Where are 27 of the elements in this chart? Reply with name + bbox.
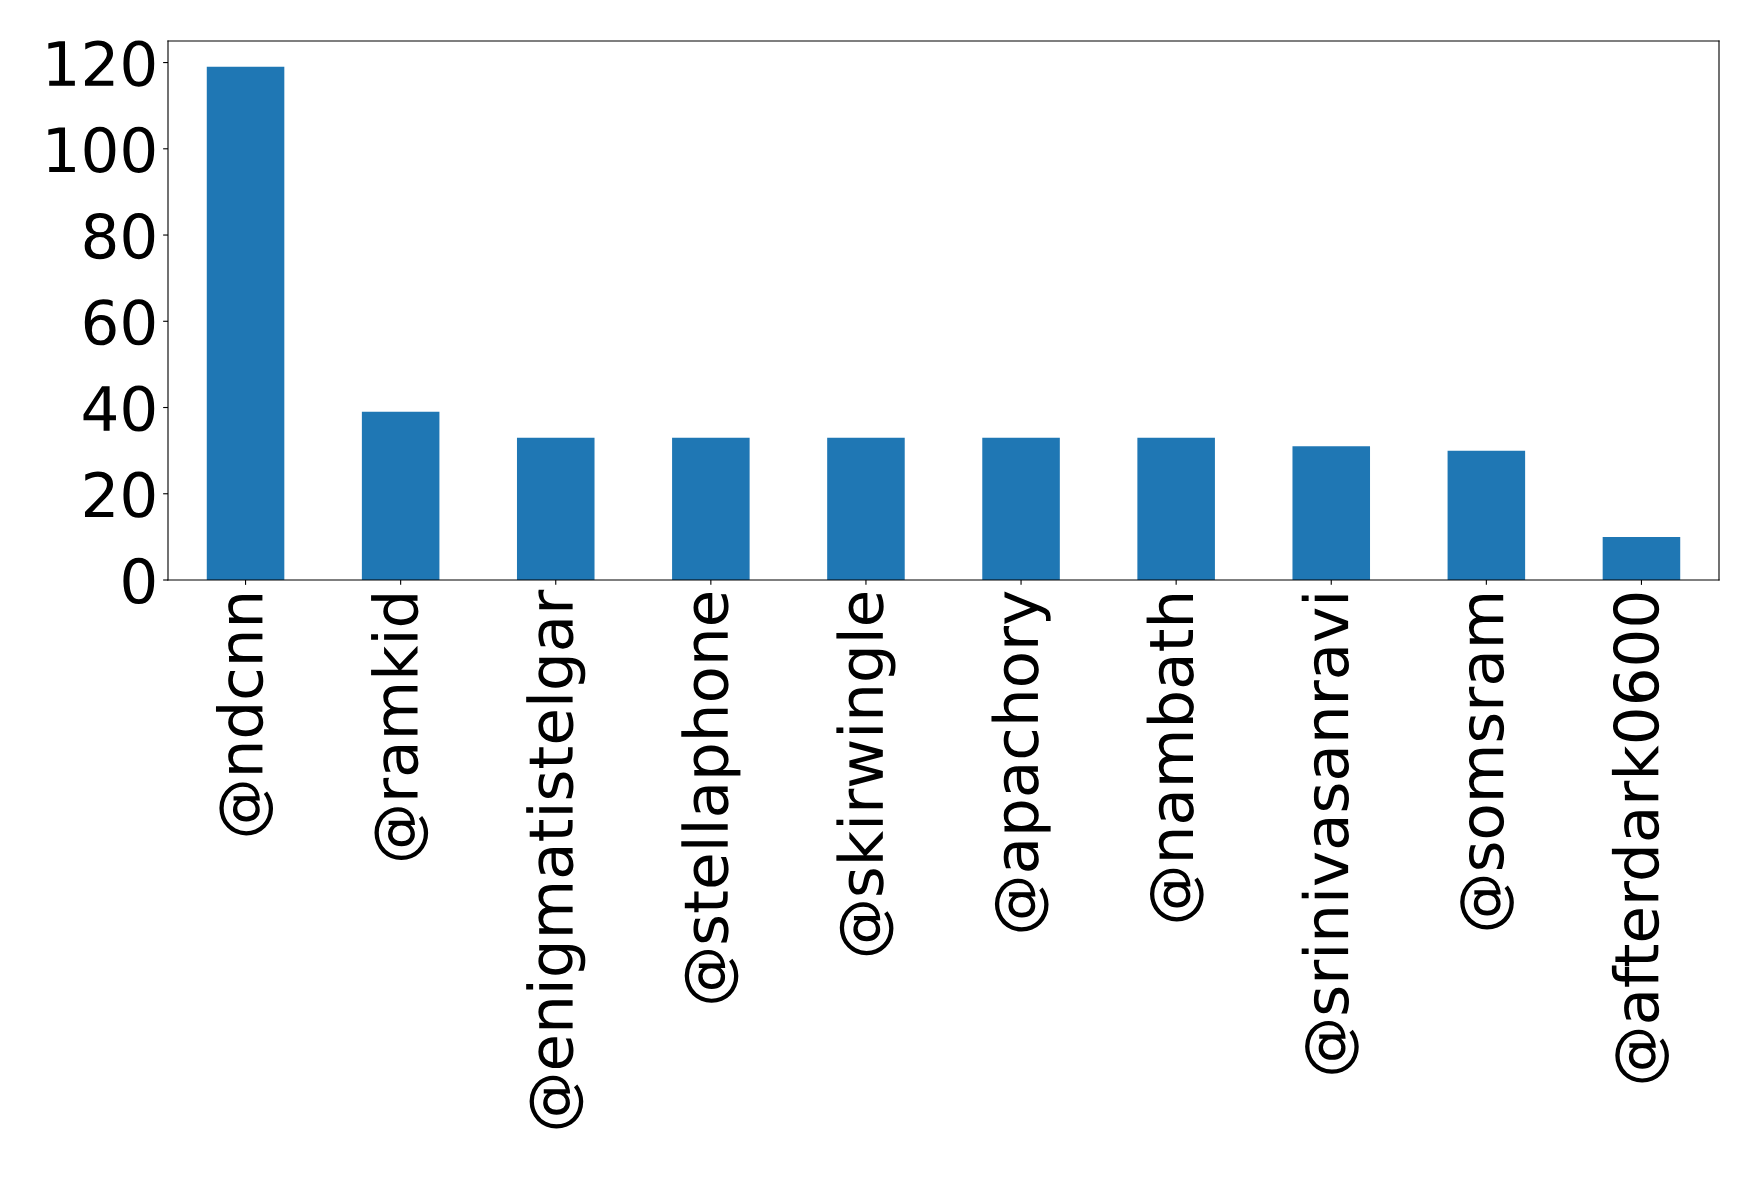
bar	[361, 411, 440, 580]
bar	[206, 66, 285, 580]
bar	[982, 437, 1060, 580]
y-tick-label: 80	[84, 212, 155, 260]
x-tick-label: @skirwingle	[836, 592, 896, 956]
x-tick-label: @afterdark0600	[1611, 593, 1669, 1083]
bar	[1602, 536, 1681, 580]
bar	[1137, 437, 1215, 580]
bar	[1447, 450, 1526, 580]
y-tick-label: 20	[84, 471, 155, 518]
bar	[516, 437, 595, 580]
y-tick-label: 40	[83, 385, 155, 432]
y-tick-label: 100	[48, 126, 155, 173]
x-tick-label: @ndcnn	[215, 594, 274, 836]
x-tick-label: @apachory	[991, 591, 1051, 932]
x-tick-label: @nambath	[1146, 594, 1204, 922]
x-tick-label: @somsram	[1460, 594, 1514, 930]
bar	[827, 437, 905, 580]
x-tick-label: @srinivasanravi	[1301, 595, 1359, 1074]
bar	[1292, 446, 1371, 580]
bar	[672, 437, 750, 580]
x-tick-label: @enigmatistelgar	[526, 589, 586, 1129]
x-tick-label: @ramkid	[371, 595, 429, 861]
y-tick-label: 60	[84, 299, 155, 346]
y-tick-label: 0	[123, 557, 155, 605]
y-tick-label: 120	[48, 40, 155, 87]
x-tick-label: @stellaphone	[681, 592, 741, 1003]
